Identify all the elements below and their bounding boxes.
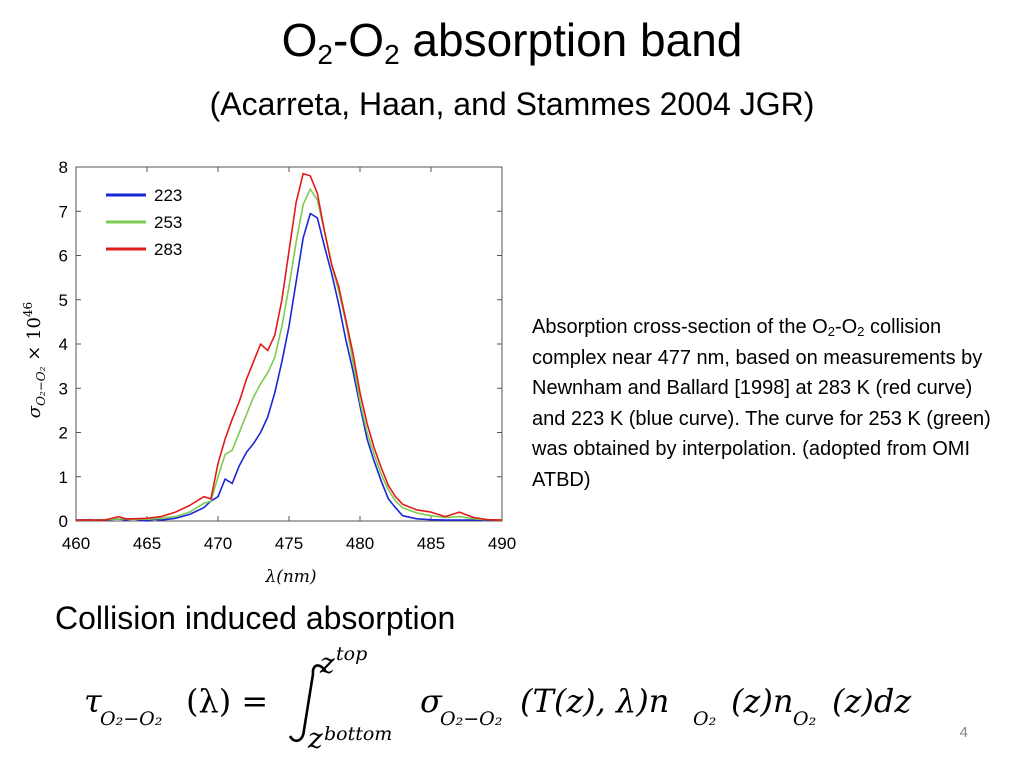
eq-upper-limit: z — [319, 647, 335, 680]
caption-sub1: 2 — [827, 324, 835, 339]
series-line-223 — [75, 212, 502, 522]
y-tick-label: 6 — [59, 247, 68, 266]
x-tick-label: 490 — [488, 534, 516, 553]
title-sub2: 2 — [384, 39, 400, 70]
series-line-283 — [76, 172, 503, 521]
eq-mid: (z)n — [731, 682, 793, 720]
eq-n1-sub: O₂ — [693, 708, 716, 730]
caption-part3: collision complex near 477 nm, based on … — [532, 316, 991, 491]
title-part1: O — [281, 14, 318, 66]
eq-lhs-sub: O₂−O₂ — [100, 708, 162, 730]
eq-lower-limit-sub: bottom — [324, 723, 392, 745]
integral-sign — [288, 664, 328, 743]
y-tick-label: 3 — [59, 379, 68, 398]
eq-sigma-sub: O₂−O₂ — [440, 708, 502, 730]
legend-label-253: 253 — [154, 213, 182, 232]
eq-lhs-tau: τ — [84, 682, 103, 720]
eq-upper-limit-sup: top — [336, 643, 367, 665]
caption-part2: -O — [834, 316, 858, 338]
slide-subtitle: (Acarreta, Haan, and Stammes 2004 JGR) — [209, 86, 815, 122]
caption-sub2: 2 — [857, 324, 865, 339]
y-axis-label-exp: 46 — [21, 302, 35, 317]
eq-n2-sub: O₂ — [793, 708, 816, 730]
page-number: 4 — [959, 724, 968, 741]
eq-args: (T(z), λ)n — [520, 682, 669, 720]
title-sub1: 2 — [317, 39, 333, 70]
eq-lhs-arg: (λ) = — [186, 682, 268, 720]
y-tick-label: 4 — [59, 335, 68, 354]
eq-lower-limit: z — [307, 722, 323, 755]
plot-area: 460 465 470 475 480 485 490 0 1 2 3 4 5 6 7 8 223 253 283 λ… — [21, 158, 516, 587]
x-tick-label: 465 — [133, 534, 161, 553]
x-tick-label: 485 — [417, 534, 445, 553]
x-tick-label: 460 — [62, 534, 90, 553]
x-tick-label: 470 — [204, 534, 232, 553]
y-tick-label: 8 — [59, 158, 68, 177]
y-tick-label: 0 — [59, 512, 68, 531]
eq-sigma: σ — [420, 682, 443, 720]
y-tick-label: 2 — [59, 424, 68, 443]
legend-label-223: 223 — [154, 186, 182, 205]
legend-label-283: 283 — [154, 240, 182, 259]
y-tick-label: 1 — [59, 468, 68, 487]
section-heading: Collision induced absorption — [55, 600, 456, 636]
figure-caption: Absorption cross-section of the O2-O2 co… — [532, 312, 1002, 495]
y-axis-label-sigma: σ — [24, 405, 45, 418]
caption-part1: Absorption cross-section of the O — [532, 316, 828, 338]
y-tick-label: 5 — [59, 291, 68, 310]
title-part3: absorption band — [399, 14, 743, 66]
y-axis-label: σO₂−O₂ × 1046 — [21, 302, 48, 418]
title-part2: -O — [332, 14, 385, 66]
x-axis-label: λ(nm) — [264, 567, 316, 587]
x-tick-label: 475 — [275, 534, 303, 553]
slide-title: O2-O2 absorption band — [0, 14, 1024, 69]
y-tick-label: 7 — [59, 202, 68, 221]
y-axis-label-times: × 10 — [24, 317, 45, 366]
absorption-chart: 460 465 470 475 480 485 490 0 1 2 3 4 5 6 7 8 223 253 283 λ… — [21, 158, 516, 587]
y-axis-label-sub: O₂−O₂ — [34, 366, 48, 406]
x-tick-label: 480 — [346, 534, 374, 553]
series-line-253 — [76, 188, 503, 521]
eq-tail: (z)dz — [832, 682, 912, 720]
